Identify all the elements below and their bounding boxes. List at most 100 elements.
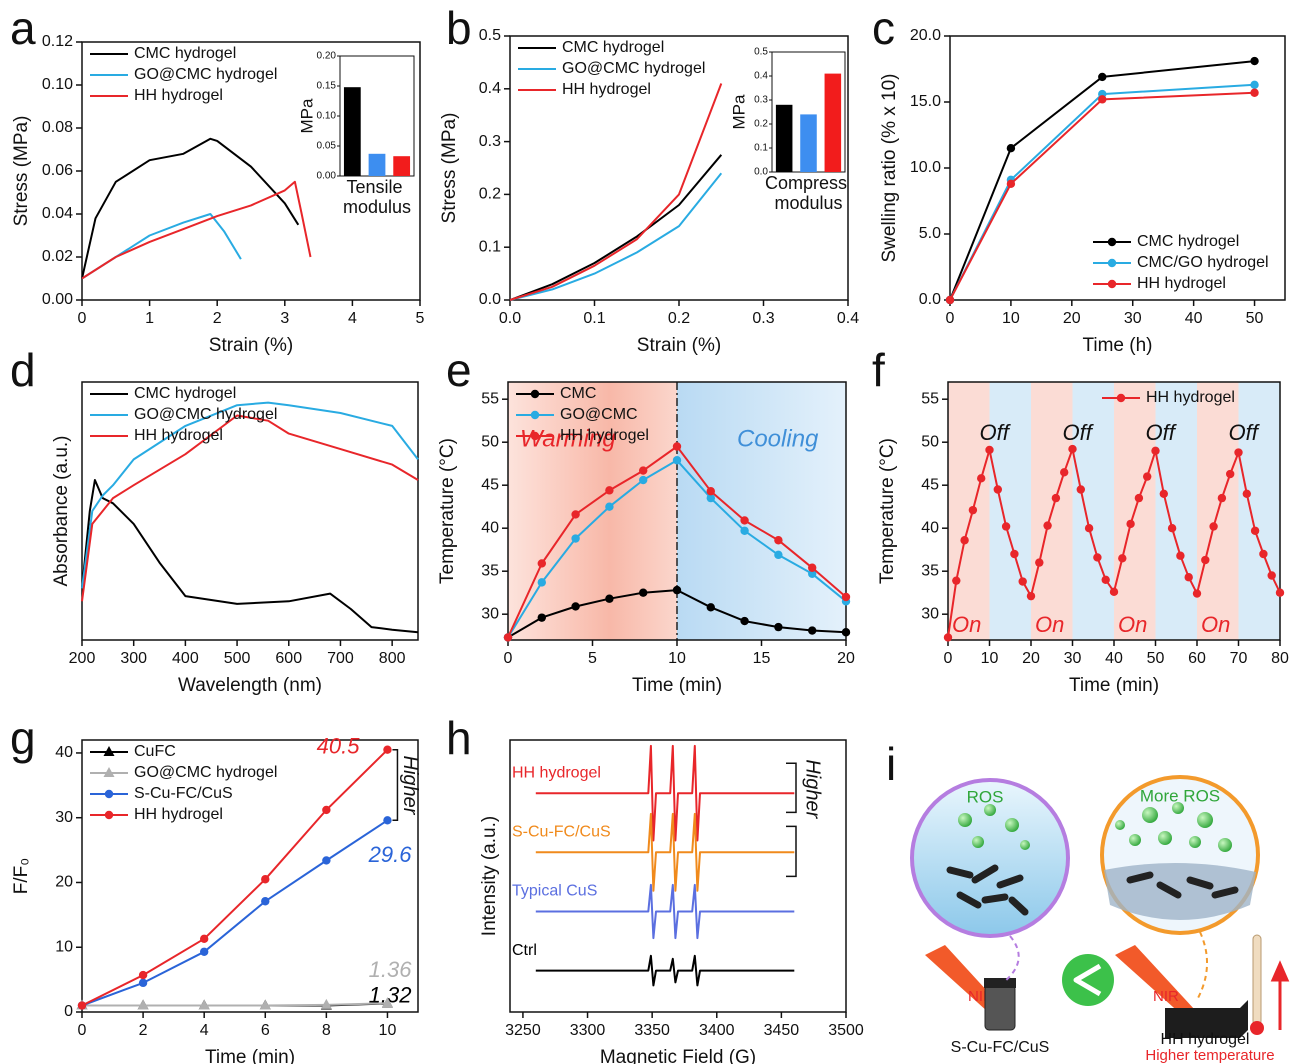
- y-tick-label: 40: [55, 744, 73, 761]
- x-tick-label: 5: [588, 650, 597, 667]
- y-axis-title: Temperature (°C): [437, 438, 458, 584]
- zoom-circle: [910, 778, 1070, 938]
- legend-label: HH hydrogel: [562, 81, 651, 98]
- y-tick-label: 20.0: [910, 27, 941, 44]
- series-label: Typical CuS: [512, 883, 597, 900]
- legend-label: GO@CMC hydrogel: [134, 66, 277, 83]
- compare-circle: [1062, 954, 1114, 1006]
- inset-y-title: MPa: [729, 94, 748, 130]
- x-axis-title: Time (min): [1069, 675, 1159, 696]
- marker: [672, 456, 682, 465]
- marker: [77, 1001, 87, 1010]
- x-tick-label: 10: [1002, 310, 1020, 327]
- series-line: [81, 748, 389, 1007]
- value-label: 1.36: [369, 957, 413, 982]
- marker: [808, 563, 817, 572]
- inset-y-tick-label: 0.1: [754, 143, 768, 154]
- series-line: [81, 819, 389, 1007]
- x-tick-label: 2: [139, 1022, 148, 1039]
- legend-label: GO@CMC: [560, 406, 638, 423]
- marker: [985, 445, 994, 455]
- marker: [1084, 524, 1094, 533]
- x-tick-label: 30: [1064, 650, 1082, 667]
- x-axis-title: Strain (%): [637, 335, 721, 356]
- inset-y-tick-label: 0.10: [317, 111, 337, 122]
- series-line: [509, 172, 723, 301]
- marker: [537, 613, 546, 622]
- series-line: [509, 83, 723, 301]
- marker: [1006, 144, 1016, 153]
- marker: [977, 474, 986, 483]
- y-tick-label: 55: [481, 390, 499, 407]
- marker: [1250, 88, 1259, 97]
- marker: [199, 934, 209, 944]
- y-tick-label: 10.0: [910, 159, 941, 176]
- y-tick-label: 0.2: [479, 186, 501, 203]
- x-tick-label: 10: [668, 650, 686, 667]
- panel-label: h: [446, 712, 472, 764]
- marker: [1275, 588, 1285, 597]
- x-tick-label: 10: [379, 1022, 397, 1039]
- x-tick-label: 300: [120, 650, 147, 667]
- series-line: [949, 60, 1255, 301]
- x-tick-label: 0: [78, 1022, 87, 1039]
- y-tick-label: 10: [55, 938, 73, 955]
- marker: [706, 487, 715, 496]
- y-tick-label: 45: [481, 476, 499, 493]
- series-line: [81, 180, 312, 280]
- legend-label: CMC hydrogel: [134, 385, 236, 402]
- marker: [1068, 444, 1077, 454]
- thermometer-bulb: [1250, 1021, 1264, 1035]
- x-tick-label: 50: [1147, 650, 1165, 667]
- x-axis-title: Time (h): [1082, 335, 1152, 356]
- y-axis-title: Temperature (°C): [877, 438, 898, 584]
- x-tick-label: 50: [1246, 310, 1264, 327]
- marker: [1192, 589, 1202, 598]
- y-tick-label: 0.12: [42, 33, 73, 50]
- panel-label: i: [886, 738, 896, 790]
- ros-spheres: [958, 802, 1232, 852]
- caption-note: Higher temperature: [1145, 1047, 1274, 1064]
- series-line: [81, 213, 242, 280]
- x-tick-label: 3350: [634, 1022, 670, 1039]
- marker: [1234, 448, 1243, 457]
- x-tick-label: 3300: [570, 1022, 606, 1039]
- marker: [503, 633, 513, 642]
- marker: [198, 999, 210, 1010]
- marker: [1010, 549, 1019, 559]
- series-line: [81, 479, 419, 634]
- marker: [571, 602, 580, 611]
- ros-label: ROS: [967, 787, 1004, 806]
- cooling-band: [1155, 382, 1197, 640]
- y-tick-label: 30: [55, 809, 73, 826]
- panel-label: c: [872, 2, 895, 54]
- legend-label: HH hydrogel: [1137, 275, 1226, 292]
- x-tick-label: 3450: [764, 1022, 800, 1039]
- y-axis-title: Absorbance (a.u.): [51, 435, 72, 586]
- cooling-band: [989, 382, 1031, 640]
- marker: [381, 997, 393, 1008]
- x-tick-label: 70: [1230, 650, 1248, 667]
- cooling-zone: [677, 382, 846, 640]
- inset-y-tick-label: 0.20: [317, 51, 337, 62]
- marker: [774, 536, 783, 545]
- connector: [1003, 935, 1020, 983]
- marker: [952, 576, 961, 585]
- marker: [1006, 179, 1016, 189]
- marker: [322, 856, 331, 865]
- y-tick-label: 0.02: [42, 248, 73, 265]
- marker: [740, 616, 749, 626]
- panel-label: f: [872, 344, 885, 396]
- x-tick-label: 6: [261, 1022, 270, 1039]
- x-tick-label: 15: [753, 650, 771, 667]
- marker: [138, 978, 148, 988]
- x-tick-label: 3: [280, 310, 289, 327]
- legend-marker: [1107, 258, 1117, 268]
- series-line: [535, 954, 795, 987]
- value-label: 29.6: [368, 842, 413, 867]
- marker: [1076, 485, 1086, 494]
- marker: [639, 475, 648, 485]
- marker: [1176, 551, 1185, 560]
- off-label: Off: [980, 420, 1012, 445]
